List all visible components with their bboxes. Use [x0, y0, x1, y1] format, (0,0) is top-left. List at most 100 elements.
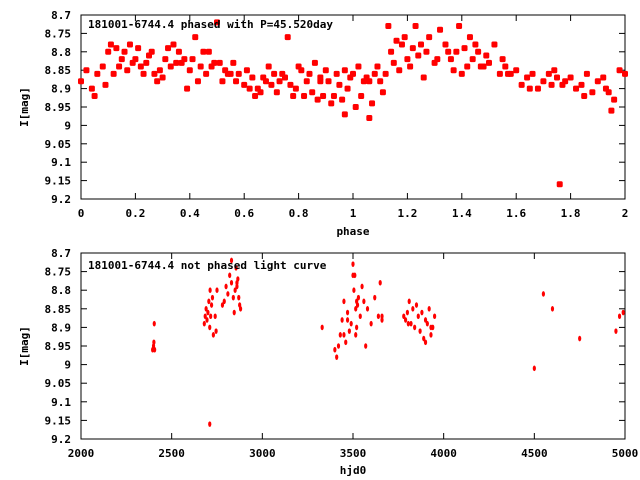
unphased-data-point	[351, 261, 355, 267]
phased-data-point	[374, 63, 381, 70]
unphased-y-tick-label: 9	[64, 359, 71, 372]
unphased-data-point	[231, 294, 235, 301]
phased-y-tick-label: 9.2	[51, 193, 71, 206]
phased-data-point	[581, 92, 588, 99]
unphased-data-point	[617, 313, 622, 320]
phased-data-point	[578, 81, 585, 88]
unphased-data-point	[206, 309, 210, 316]
unphased-y-tick-label: 8.95	[45, 340, 72, 353]
phased-data-point	[461, 45, 468, 52]
phased-data-point	[562, 78, 569, 85]
phased-data-point	[453, 48, 460, 55]
phased-data-point	[556, 181, 563, 188]
phased-data-point	[216, 59, 223, 66]
phased-data-point	[594, 78, 601, 85]
phased-data-point	[287, 81, 294, 88]
phased-data-point	[110, 70, 117, 77]
phased-data-point	[233, 78, 240, 85]
unphased-data-point	[214, 328, 218, 334]
phased-data-point	[328, 100, 335, 107]
phased-data-point	[611, 96, 618, 103]
phased-data-point	[140, 70, 147, 77]
phased-data-point	[423, 48, 430, 55]
unphased-data-point	[207, 298, 211, 305]
unphased-data-point	[418, 328, 422, 334]
phased-y-tick-label: 8.7	[51, 9, 71, 22]
unphased-data-point	[621, 309, 625, 316]
phased-data-point	[279, 70, 286, 77]
unphased-data-point	[413, 324, 417, 331]
phased-data-point	[154, 78, 161, 85]
phased-data-point	[540, 78, 547, 85]
phased-y-tick-label: 9.1	[51, 156, 71, 169]
phased-data-point	[105, 48, 112, 55]
unphased-x-tick-label: 2000	[68, 447, 95, 460]
phased-data-point	[502, 63, 509, 70]
unphased-data-point	[208, 421, 212, 427]
unphased-x-tick-label: 2500	[158, 447, 185, 460]
phased-data-point	[197, 63, 204, 70]
unphased-data-point	[358, 313, 362, 320]
phased-data-point	[513, 67, 520, 74]
unphased-data-point	[423, 317, 428, 323]
phased-x-tick-label: 1.2	[397, 207, 417, 220]
phased-data-point	[186, 67, 193, 74]
phased-x-tick-label: 1	[350, 207, 357, 220]
unphased-data-point	[373, 294, 377, 301]
unphased-data-point	[342, 332, 346, 338]
phased-data-point	[445, 48, 452, 55]
phased-data-point	[224, 70, 231, 77]
phased-data-point	[404, 56, 411, 63]
phased-data-point	[143, 59, 150, 66]
phased-data-point	[545, 70, 552, 77]
phased-data-point	[496, 70, 503, 77]
phased-data-point	[382, 70, 389, 77]
unphased-data-point	[532, 365, 536, 372]
phased-data-point	[573, 85, 580, 92]
unphased-data-point	[229, 257, 234, 264]
phased-data-point	[469, 56, 476, 63]
phased-data-point	[336, 81, 343, 88]
phased-data-point	[165, 45, 172, 52]
unphased-data-point	[541, 291, 546, 297]
phased-data-point	[341, 111, 348, 118]
phased-data-point	[311, 59, 318, 66]
phased-data-point	[194, 78, 201, 85]
phased-data-point	[605, 89, 612, 96]
unphased-data-point	[224, 283, 228, 290]
phased-data-point	[379, 89, 386, 96]
unphased-data-point	[209, 313, 213, 320]
unphased-y-tick-label: 9.2	[51, 433, 71, 446]
unphased-data-point	[211, 332, 215, 338]
unphased-data-point	[411, 306, 415, 312]
unphased-data-point	[338, 332, 342, 338]
phased-y-axis-label: I[mag]	[18, 87, 31, 127]
unphased-data-point	[333, 346, 337, 353]
unphased-data-point	[335, 354, 339, 360]
unphased-data-point	[235, 279, 239, 286]
unphased-data-point	[369, 320, 373, 327]
phased-data-point	[268, 81, 275, 88]
phased-data-point	[230, 59, 237, 66]
unphased-data-point	[362, 298, 366, 305]
phased-data-point	[314, 96, 321, 103]
phased-data-point	[412, 23, 419, 30]
phased-x-tick-label: 2	[622, 207, 629, 220]
phased-y-tick-label: 8.85	[45, 64, 72, 77]
phased-data-point	[385, 23, 392, 30]
unphased-data-point	[416, 313, 420, 320]
unphased-data-point	[380, 317, 384, 323]
phased-chart-title: 181001-6744.4 phased with P=45.520day	[88, 18, 333, 31]
phased-data-point	[175, 48, 182, 55]
unphased-y-tick-label: 8.9	[51, 321, 71, 334]
phased-data-point	[396, 67, 403, 74]
phased-data-point	[526, 85, 533, 92]
phased-data-point	[99, 63, 106, 70]
phased-data-point	[447, 56, 454, 63]
phased-data-point	[420, 74, 427, 81]
phased-data-point	[265, 63, 272, 70]
phased-data-point	[437, 26, 444, 33]
phased-data-point	[189, 56, 196, 63]
